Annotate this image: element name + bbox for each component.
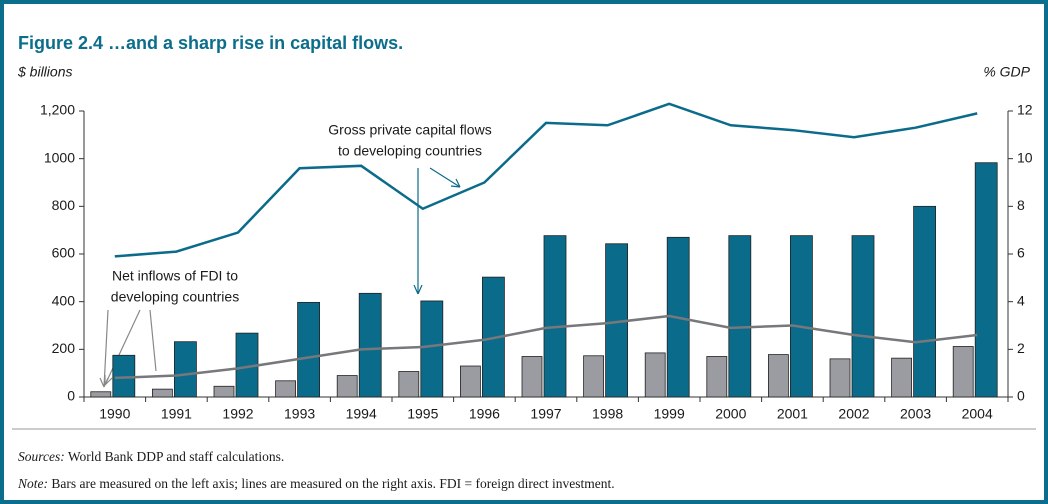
bar <box>543 235 567 398</box>
bar <box>790 235 813 398</box>
y2-tick-label: 8 <box>1017 197 1025 213</box>
line <box>114 102 978 258</box>
bar <box>583 355 604 398</box>
bar <box>336 375 358 398</box>
bar <box>913 205 936 398</box>
bar <box>952 346 974 398</box>
x-tick-label: 1999 <box>654 406 685 422</box>
x-tick-label: 1998 <box>592 406 623 422</box>
bar <box>459 365 481 398</box>
bar <box>829 358 851 398</box>
bar <box>891 357 912 398</box>
y2-tick-label: 0 <box>1017 388 1025 404</box>
x-tick-label: 2001 <box>777 406 808 422</box>
x-tick-label: 1991 <box>161 406 192 422</box>
bar <box>173 341 197 398</box>
x-tick-label: 2000 <box>715 406 746 422</box>
bar <box>275 380 297 398</box>
bar <box>851 235 875 398</box>
x-tick-label: 2002 <box>838 406 869 422</box>
annotation: Net inflows of FDI to <box>112 268 238 284</box>
note: Note: Bars are measured on the left axis… <box>17 476 615 491</box>
x-tick-label: 1996 <box>469 406 500 422</box>
x-tick-label: 1995 <box>407 406 438 422</box>
bar <box>728 235 752 398</box>
x-tick-label: 1992 <box>222 406 253 422</box>
bar <box>151 388 173 398</box>
bar <box>213 385 235 398</box>
bar <box>90 391 112 398</box>
y2-tick-label: 6 <box>1017 245 1025 261</box>
bar <box>398 371 420 398</box>
y-axis-label: $ billions <box>17 64 72 80</box>
line <box>114 314 978 380</box>
y2-tick-label: 4 <box>1017 292 1025 308</box>
y-tick-label: 0 <box>67 388 75 404</box>
x-tick-label: 2003 <box>900 406 931 422</box>
x-tick-label: 2004 <box>962 406 993 422</box>
bar <box>521 356 543 398</box>
y2-tick-label: 2 <box>1017 340 1025 356</box>
annotation: to developing countries <box>338 143 482 159</box>
bar <box>974 162 998 398</box>
x-tick-label: 1994 <box>346 406 377 422</box>
sources: Sources: World Bank DDP and staff calcul… <box>18 449 284 464</box>
x-tick-label: 1993 <box>284 406 315 422</box>
bar <box>420 300 444 398</box>
chart-title: Figure 2.4 …and a sharp rise in capital … <box>18 33 403 53</box>
y-tick-label: 800 <box>52 197 76 213</box>
annotation: Gross private capital flows <box>328 122 491 138</box>
y-tick-label: 1,200 <box>40 102 75 118</box>
y2-tick-label: 12 <box>1017 102 1033 118</box>
y-tick-label: 600 <box>52 245 76 261</box>
y-tick-label: 400 <box>52 292 76 308</box>
x-tick-label: 1997 <box>530 406 561 422</box>
y-tick-label: 200 <box>52 340 76 356</box>
bar <box>297 301 321 398</box>
bar <box>706 356 728 398</box>
annotation-arrows <box>99 167 461 388</box>
y-tick-label: 1000 <box>44 149 75 165</box>
y2-tick-label: 10 <box>1017 149 1033 165</box>
y2-axis-label: % GDP <box>983 64 1030 80</box>
annotation: developing countries <box>111 289 239 305</box>
bar <box>768 354 789 398</box>
bar <box>644 352 666 398</box>
bar <box>358 292 382 398</box>
x-tick-label: 1990 <box>99 406 130 422</box>
